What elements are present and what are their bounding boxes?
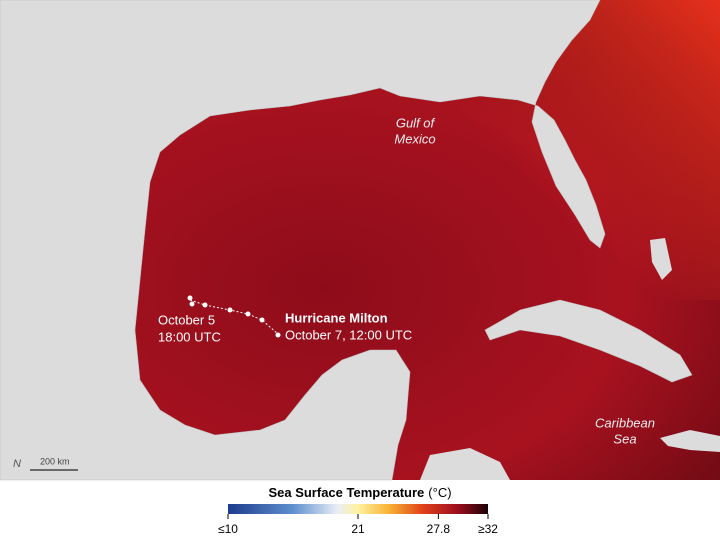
bahamas [650, 238, 672, 280]
colorbar-tick-label: 27.8 [427, 522, 451, 536]
central-america [420, 448, 510, 480]
hurricane-name: Hurricane Milton [285, 310, 388, 325]
hurricane-track [189, 299, 279, 335]
hurricane-start: 18:00 UTC [158, 329, 221, 344]
colorbar-tick-label: ≥32 [478, 522, 498, 536]
caribbean-label: Sea [613, 431, 636, 446]
hurricane-start: October 5 [158, 312, 215, 327]
colorbar-title: Sea Surface Temperature (°C) [268, 485, 451, 500]
colorbar-title-text: Sea Surface Temperature [268, 485, 424, 500]
caribbean-label: Caribbean [595, 415, 655, 430]
gulf-label: Mexico [394, 131, 435, 146]
colorbar-tick-label: ≤10 [218, 522, 238, 536]
cuba [484, 299, 693, 383]
track-points [187, 295, 281, 338]
colorbar [228, 504, 488, 514]
hurricane-end: October 7, 12:00 UTC [285, 327, 412, 342]
land [0, 0, 606, 481]
hispaniola [660, 430, 720, 452]
colorbar-tick-label: 21 [351, 522, 365, 536]
gulf-label: Gulf of [396, 115, 436, 130]
scale-label: 200 km [40, 456, 70, 466]
colorbar-unit: (°C) [428, 485, 451, 500]
north-arrow: N [13, 458, 21, 470]
